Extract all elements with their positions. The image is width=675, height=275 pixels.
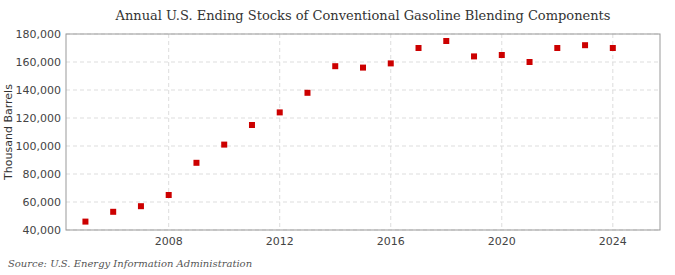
point bbox=[166, 192, 172, 198]
points bbox=[82, 38, 615, 225]
point bbox=[388, 60, 394, 66]
title: Annual U.S. Ending Stocks of Conventiona… bbox=[115, 8, 611, 23]
x-grid-line bbox=[168, 34, 169, 230]
point bbox=[443, 38, 449, 44]
point bbox=[499, 52, 505, 58]
x-tick-label: 2024 bbox=[599, 235, 627, 248]
point bbox=[138, 203, 144, 209]
point bbox=[582, 42, 588, 48]
point bbox=[82, 219, 88, 225]
point bbox=[110, 209, 116, 215]
y-axis-label: Thousand Barrels bbox=[2, 84, 15, 181]
y-grid-line bbox=[66, 62, 660, 63]
x-grid-line bbox=[612, 34, 613, 230]
grid bbox=[66, 34, 660, 230]
y-tick-label: 160,000 bbox=[16, 56, 62, 69]
point bbox=[277, 109, 283, 115]
x-grid-line bbox=[501, 34, 502, 230]
y-tick-label: 180,000 bbox=[16, 28, 62, 41]
x-tick-label: 2008 bbox=[155, 235, 183, 248]
x-tick-label: 2016 bbox=[377, 235, 405, 248]
point bbox=[332, 63, 338, 69]
source-note: Source: U.S. Energy Information Administ… bbox=[8, 258, 252, 269]
x-tick-labels: 2008 2012 2016 2020 2024 bbox=[155, 235, 627, 248]
point bbox=[304, 90, 310, 96]
point bbox=[471, 53, 477, 59]
y-tick-label: 120,000 bbox=[16, 112, 62, 125]
point bbox=[193, 160, 199, 166]
y-grid-line bbox=[66, 146, 660, 147]
point bbox=[249, 122, 255, 128]
point bbox=[527, 59, 533, 65]
x-tick-label: 2020 bbox=[488, 235, 516, 248]
y-tick-labels: 40,000 60,000 80,000 100,000 120,000 140,000 1… bbox=[16, 28, 62, 237]
point bbox=[610, 45, 616, 51]
x-tick-label: 2012 bbox=[266, 235, 294, 248]
x-grid-line bbox=[279, 34, 280, 230]
y-grid-line bbox=[66, 174, 660, 175]
point bbox=[221, 142, 227, 148]
chart: 40,000 60,000 80,000 100,000 120,000 140,000 1… bbox=[0, 0, 675, 275]
y-tick-label: 80,000 bbox=[23, 168, 62, 181]
y-grid-line bbox=[66, 90, 660, 91]
y-tick-label: 140,000 bbox=[16, 84, 62, 97]
plot-frame bbox=[66, 34, 660, 230]
y-tick-label: 100,000 bbox=[16, 140, 62, 153]
y-grid-line bbox=[66, 202, 660, 203]
point bbox=[360, 65, 366, 71]
y-tick-label: 60,000 bbox=[23, 196, 62, 209]
y-tick-label: 40,000 bbox=[23, 224, 62, 237]
point bbox=[554, 45, 560, 51]
point bbox=[416, 45, 422, 51]
y-grid-line bbox=[66, 118, 660, 119]
